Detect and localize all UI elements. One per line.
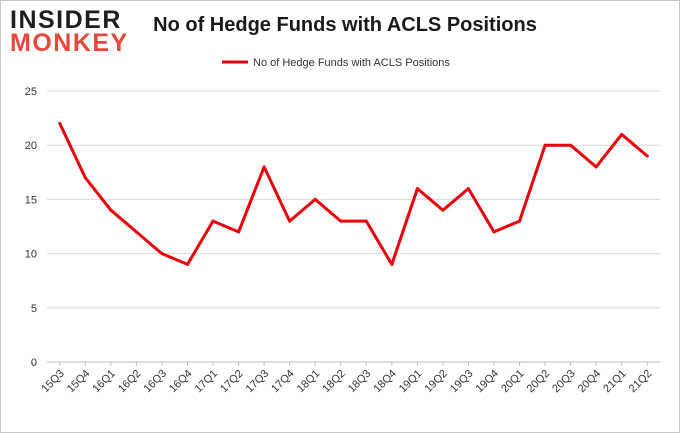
insider-monkey-logo: INSIDER MONKEY xyxy=(10,5,128,57)
x-tick-label: 20Q2 xyxy=(525,368,553,396)
data-point xyxy=(83,176,87,180)
x-tick-label: 18Q3 xyxy=(346,368,374,396)
data-point xyxy=(645,154,649,158)
data-point xyxy=(364,219,368,223)
data-point xyxy=(569,143,573,147)
grid-lines xyxy=(47,90,660,309)
x-tick-label: 16Q1 xyxy=(90,368,118,396)
x-tick-label: 15Q3 xyxy=(39,368,67,396)
x-tick-label: 18Q4 xyxy=(371,368,399,396)
series-line xyxy=(58,122,649,266)
y-tick-label: 5 xyxy=(31,303,37,315)
data-point xyxy=(262,165,266,169)
x-tick-label: 19Q3 xyxy=(448,368,476,396)
data-point xyxy=(466,187,470,191)
x-tick-label: 17Q3 xyxy=(244,368,272,396)
data-point xyxy=(390,262,394,266)
data-point xyxy=(134,230,138,234)
y-tick-label: 0 xyxy=(31,357,37,369)
x-tick-label: 16Q4 xyxy=(167,368,195,396)
x-tick-label: 15Q4 xyxy=(65,368,93,396)
data-point xyxy=(415,187,419,191)
y-tick-labels: 0 5 10 15 20 25 xyxy=(25,86,37,369)
x-tick-label: 19Q1 xyxy=(397,368,425,396)
series-layer xyxy=(58,122,649,266)
data-point xyxy=(620,132,624,136)
data-point xyxy=(109,208,113,212)
legend-label: No of Hedge Funds with ACLS Positions xyxy=(253,57,450,69)
data-point xyxy=(339,219,343,223)
data-point xyxy=(441,208,445,212)
x-tick-labels: 15Q315Q416Q116Q216Q316Q417Q117Q217Q317Q4… xyxy=(39,368,654,396)
data-point xyxy=(543,143,547,147)
y-tick-label: 25 xyxy=(25,86,37,98)
data-point xyxy=(492,230,496,234)
x-tick-label: 17Q4 xyxy=(269,368,297,396)
x-tick-label: 20Q4 xyxy=(576,368,604,396)
data-point xyxy=(185,262,189,266)
x-tick-label: 16Q2 xyxy=(116,368,144,396)
x-tick-label: 17Q1 xyxy=(193,368,221,396)
data-point xyxy=(288,219,292,223)
x-tick-label: 19Q4 xyxy=(474,368,502,396)
logo-text-monkey: MONKEY xyxy=(10,29,129,57)
y-tick-label: 10 xyxy=(25,249,37,261)
x-tick-label: 20Q3 xyxy=(550,368,578,396)
x-tick-label: 17Q2 xyxy=(218,368,246,396)
data-point xyxy=(313,197,317,201)
data-point xyxy=(237,230,241,234)
x-tick-label: 21Q2 xyxy=(627,368,655,396)
x-tick-label: 16Q3 xyxy=(142,368,170,396)
data-point xyxy=(58,122,62,126)
y-tick-label: 20 xyxy=(25,140,37,152)
data-point xyxy=(160,252,164,256)
legend: No of Hedge Funds with ACLS Positions xyxy=(222,57,450,69)
axes xyxy=(47,361,660,366)
x-tick-label: 19Q2 xyxy=(422,368,450,396)
x-tick-label: 18Q2 xyxy=(320,368,348,396)
chart-title: No of Hedge Funds with ACLS Positions xyxy=(153,14,537,36)
x-tick-label: 20Q1 xyxy=(499,368,527,396)
x-tick-label: 18Q1 xyxy=(295,368,323,396)
x-tick-label: 21Q1 xyxy=(601,368,629,396)
y-tick-label: 15 xyxy=(25,194,37,206)
data-point xyxy=(518,219,522,223)
data-point xyxy=(594,165,598,169)
data-point xyxy=(211,219,215,223)
logo-text-insider: INSIDER xyxy=(10,6,122,34)
